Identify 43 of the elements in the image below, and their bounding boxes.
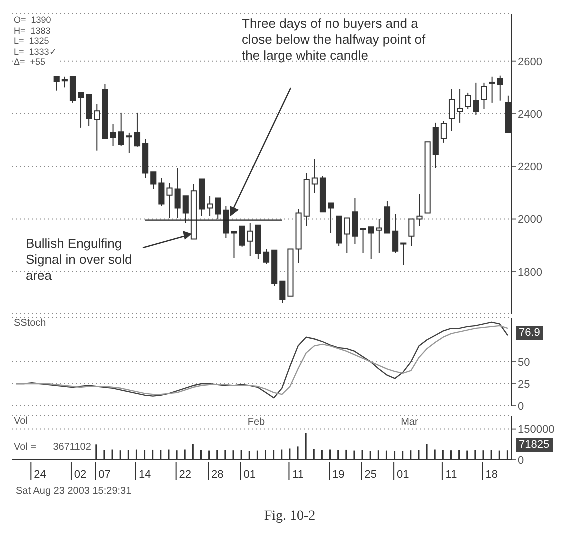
candlestick <box>360 228 366 254</box>
y-tick-label: 150000 <box>518 424 555 436</box>
y-tick-label: 1800 <box>518 266 542 279</box>
candlestick <box>489 76 496 103</box>
x-tick-label: 14 <box>138 469 152 481</box>
x-tick-label: 22 <box>179 469 192 481</box>
text: Sat Aug 23 2003 15:29:31 <box>16 486 133 497</box>
x-tick-label: 02 <box>74 469 87 481</box>
annotation: L= 1325 <box>14 36 50 46</box>
x-tick-label: 25 <box>364 469 377 481</box>
y-tick-label: 2000 <box>518 214 542 226</box>
annotation: Mar <box>401 417 418 428</box>
x-tick-label: 11 <box>446 469 458 481</box>
x-tick-label: 01 <box>244 469 256 481</box>
annotation: SStoch <box>14 318 46 329</box>
x-tick-label: 19 <box>332 469 345 481</box>
text: 71825 <box>516 438 553 452</box>
y-tick-label: 0 <box>518 400 524 413</box>
y-tick-label: 0 <box>518 454 524 467</box>
y-tick-label: 2200 <box>518 162 542 174</box>
x-tick-label: 07 <box>98 469 111 481</box>
annotation: Feb <box>248 417 266 428</box>
annotation: Bullish Engulfing Signal in over sold area <box>26 236 134 284</box>
y-tick-label: 50 <box>518 356 530 369</box>
candlestick <box>231 231 238 258</box>
annotation: Three days of no buyers and a close below the halfway point of the large white candle <box>242 16 427 64</box>
y-tick-label: 2600 <box>518 56 542 68</box>
x-tick-label: 28 <box>212 469 224 481</box>
annotation: Vol = 3671102 <box>14 442 92 453</box>
x-tick-label: 01 <box>397 469 410 481</box>
x-tick-label: 24 <box>34 469 46 481</box>
text: 76.9 <box>516 326 544 340</box>
annotation: H= 1383 <box>14 26 52 36</box>
caption: Fig. 10-2 <box>263 509 317 525</box>
y-tick-label: 25 <box>518 378 530 391</box>
y-tick-label: 2400 <box>518 108 542 121</box>
x-tick-label: 18 <box>486 469 498 481</box>
annotation: Vol <box>14 416 28 427</box>
annotation: O= 1390 <box>14 15 52 26</box>
x-tick-label: 11 <box>292 469 304 481</box>
annotation: L= 1333✓ <box>14 46 58 57</box>
annotation: Δ= +55 <box>14 57 47 68</box>
candlestick <box>400 242 407 266</box>
